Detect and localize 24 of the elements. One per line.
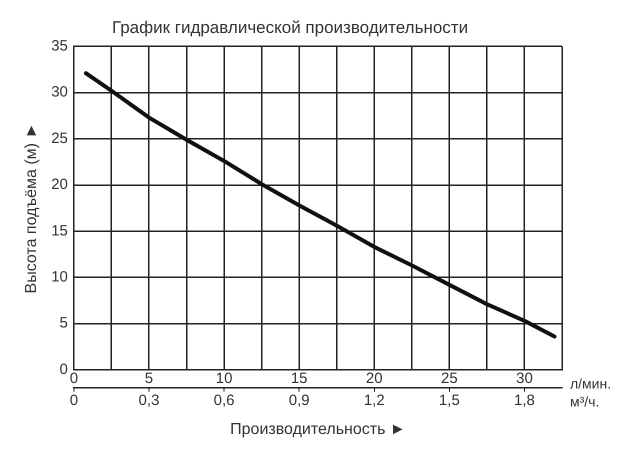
x2-tick-label: 1,8	[514, 392, 535, 409]
x2-tick-label: 0,6	[214, 392, 235, 409]
x-axis-title: Производительность ►	[230, 420, 406, 438]
x-tick-label: 10	[216, 370, 232, 387]
text: л/мин.	[570, 376, 612, 392]
x-tick-label: 20	[366, 370, 383, 387]
x-tick-label: 5	[144, 370, 154, 387]
y-tick-label: 30	[51, 84, 68, 101]
y-axis-title: Высота подъёма (м) ►	[23, 122, 40, 294]
y-tick-label: 35	[51, 38, 68, 55]
x2-tick-label: 0,3	[138, 392, 160, 409]
y-tick-label: 15	[51, 222, 68, 240]
x2-tick-label: 1,2	[364, 392, 385, 409]
x-tick-label: 25	[441, 370, 458, 387]
chart-title: График гидравлической производительности	[112, 18, 468, 37]
x-tick-label: 15	[290, 370, 308, 387]
x2-tick-label: 0,9	[288, 392, 310, 409]
text: м³/ч.	[570, 394, 600, 410]
x2-tick-label: 1,5	[438, 392, 460, 409]
y-tick-label: 10	[51, 268, 68, 286]
y-tick-label: 25	[51, 130, 68, 147]
y-tick-label: 20	[51, 176, 68, 194]
x-tick-label: 30	[516, 370, 533, 387]
y-tick-label: 5	[60, 314, 68, 332]
